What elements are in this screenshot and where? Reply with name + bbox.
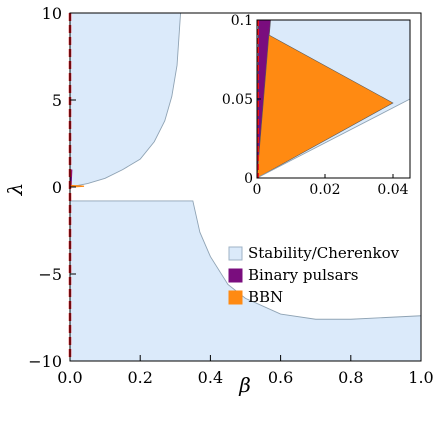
inset-x-tick-label: 0.02 — [309, 182, 340, 198]
y-axis-title: λ — [3, 183, 27, 197]
inset-bbn-region — [256, 34, 394, 179]
inset-x-tick-label: 0 — [253, 182, 262, 198]
legend-label: BBN — [248, 288, 283, 306]
x-tick-label: 0.0 — [57, 368, 82, 387]
legend-label: Stability/Cherenkov — [248, 244, 400, 262]
inset-x-tick-label: 0.04 — [377, 182, 408, 198]
y-tick-label: −5 — [38, 265, 62, 284]
x-tick-label: 0.6 — [268, 368, 293, 387]
main-ticks: 0.0 0.2 0.4 0.6 0.8 1.0 −10 −5 0 5 10 — [28, 4, 433, 387]
inset-y-tick-label: 0 — [244, 171, 253, 187]
legend-swatch — [228, 246, 243, 261]
inset-y-tick-label: 0.1 — [231, 13, 253, 29]
x-tick-label: 1.0 — [408, 368, 433, 387]
legend: Stability/Cherenkov Binary pulsars BBN — [228, 244, 400, 306]
legend-label: Binary pulsars — [248, 266, 358, 284]
x-tick-label: 0.2 — [127, 368, 152, 387]
y-tick-label: 0 — [52, 178, 62, 197]
stability-boundary-2 — [70, 200, 422, 320]
x-tick-label: 0.4 — [198, 368, 223, 387]
stability-region-1 — [70, 13, 181, 187]
stability-region-2 — [70, 200, 421, 361]
y-tick-label: 5 — [52, 91, 62, 110]
y-tick-label: 10 — [42, 4, 62, 23]
legend-swatch — [228, 290, 243, 305]
x-axis-title: β — [238, 373, 251, 397]
inset-boundary-line — [256, 98, 411, 179]
inset: 0 0.02 0.04 0 0.05 0.1 — [222, 13, 411, 198]
inset-y-tick-label: 0.05 — [222, 92, 253, 108]
y-tick-label: −10 — [28, 352, 62, 371]
x-tick-label: 0.8 — [338, 368, 363, 387]
inset-ticks: 0 0.02 0.04 0 0.05 0.1 — [222, 13, 409, 198]
stability-boundary-1 — [69, 12, 182, 188]
legend-swatch — [228, 268, 243, 283]
inset-fill-layer — [256, 19, 411, 179]
